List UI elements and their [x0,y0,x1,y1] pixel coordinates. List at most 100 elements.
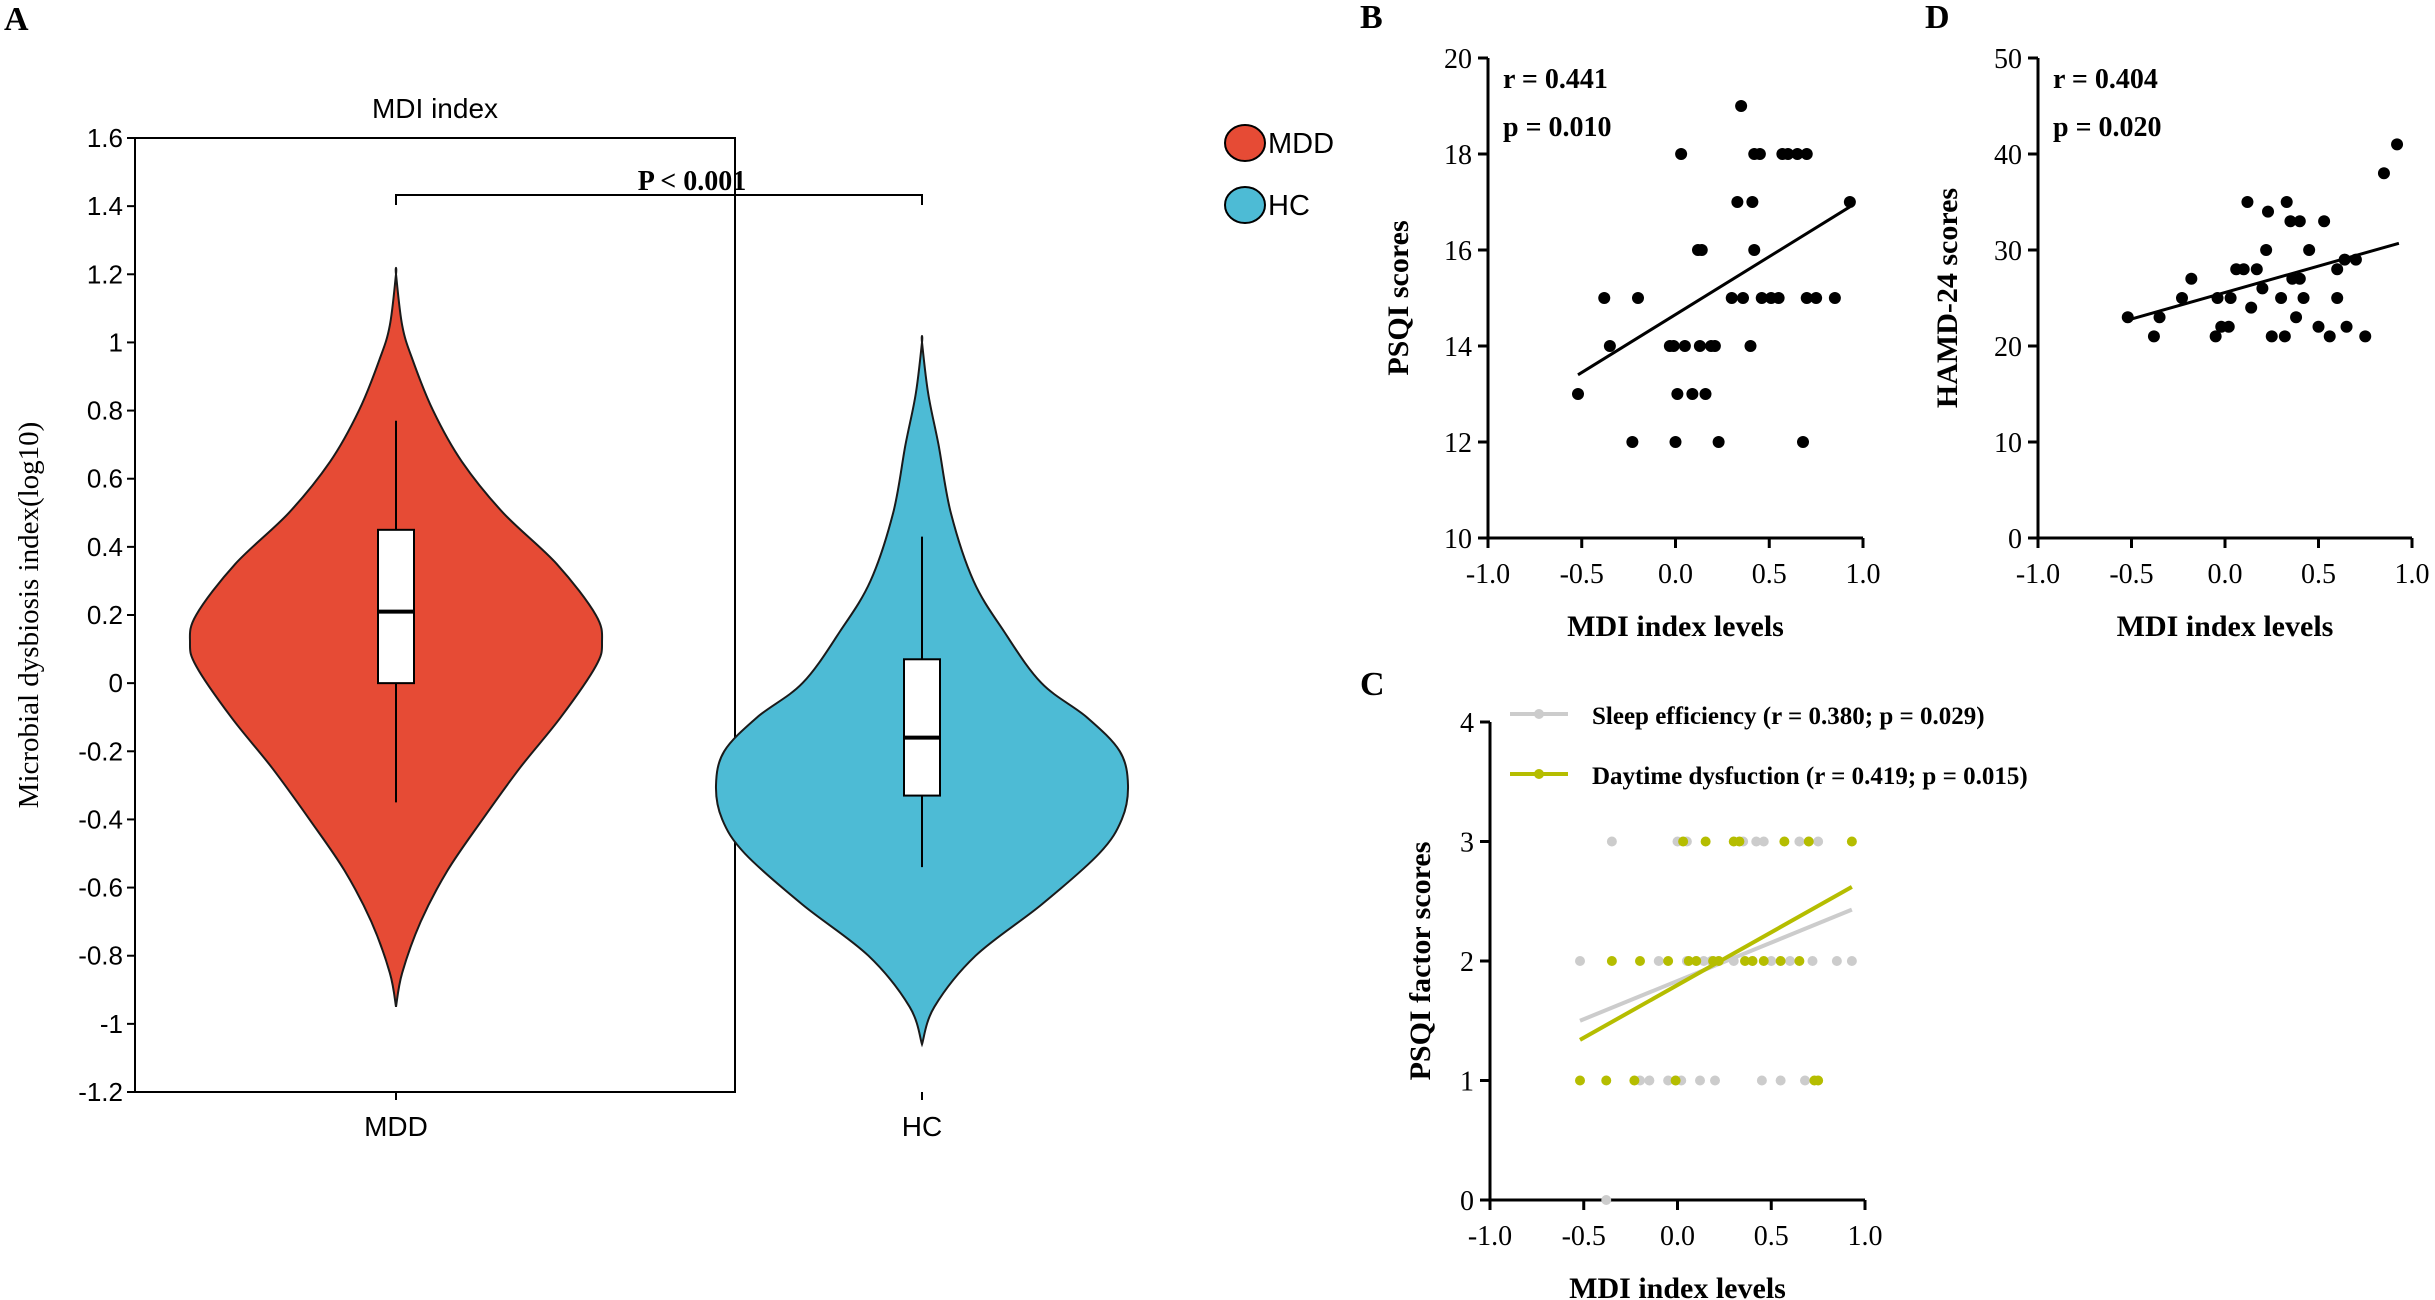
data-point [1669,436,1682,448]
data-point [2275,292,2288,304]
data-point [1755,292,1768,304]
y-axis-label: PSQI scores [1382,220,1415,375]
data-point-daytime-dysfunction [1846,836,1857,847]
data-point-daytime-dysfunction [1663,956,1674,966]
data-point [1731,196,1744,208]
y-axis-label: Microbial dysbiosis index(log10) [13,422,45,809]
data-point-daytime-dysfunction [1575,1075,1585,1086]
stats-annotation: r = 0.441 [1503,64,1608,95]
data-point-sleep-efficiency [1813,836,1824,847]
data-point-sleep-efficiency [1846,956,1857,966]
x-tick-label: 1.0 [1848,1221,1883,1252]
psqi-factor-scatter-panel: 0 1 2 3 4 -1.0 -0.5 0.0 0.5 1.0 MDI index levels PS… [1404,703,2028,1300]
data-point [1797,436,1809,448]
data-point [2303,244,2316,256]
panel-label-b: B [1360,0,1383,36]
y-tick-label: 0.8 [87,396,123,426]
data-point-daytime-dysfunction [1683,956,1694,966]
legend-label: Daytime dysfuction (r = 0.419; p = 0.015… [1592,763,2028,790]
x-tick-label: MDD [364,1111,428,1142]
data-point [1693,340,1706,352]
fit-line [2127,241,2400,322]
data-point [2153,311,2166,324]
data-point [2312,320,2325,333]
data-point [2121,311,2134,324]
data-point-daytime-dysfunction [1813,1075,1824,1086]
y-tick-label: 0.6 [87,464,123,494]
box-mdd [377,528,415,685]
legend-label: HC [1268,190,1310,222]
significance-label: P < 0.001 [638,166,747,197]
data-point [1753,148,1766,160]
panel-label-a: A [4,1,29,38]
data-point-daytime-dysfunction [1794,956,1805,966]
data-point [2331,292,2344,304]
y-tick-label: 2 [1460,947,1474,978]
fit-line-daytime-dysfunction [1579,885,1853,1042]
data-point [1746,196,1759,208]
data-point-sleep-efficiency [1663,1075,1674,1086]
x-tick-label: 0.0 [2208,559,2243,590]
data-point-daytime-dysfunction [1803,836,1814,847]
data-point-sleep-efficiency [1807,956,1818,966]
fit-line [1577,205,1851,377]
data-point [2290,311,2303,324]
y-tick-label: -0.4 [78,804,123,834]
data-point [1748,244,1761,256]
data-point [2175,292,2188,304]
data-point [1772,292,1785,304]
x-tick-label: 0.5 [1754,1221,1789,1252]
data-point [1603,340,1616,352]
data-point-sleep-efficiency [1794,836,1805,847]
data-point-daytime-dysfunction [1678,836,1689,847]
y-tick-label: 1.2 [87,259,123,289]
data-point [1800,148,1813,160]
data-point-sleep-efficiency [1766,956,1777,966]
y-tick-label: 1.4 [87,191,123,221]
data-point [2262,205,2275,218]
y-tick-label: 30 [1994,236,2022,267]
y-axis-label: HAMD-24 scores [1931,188,1964,408]
data-point-daytime-dysfunction [1629,1075,1640,1086]
data-point [1712,436,1725,448]
data-point [2278,330,2291,343]
y-tick-label: 40 [1994,140,2022,171]
data-point-daytime-dysfunction [1734,836,1745,847]
data-point-sleep-efficiency [1758,836,1769,847]
data-point [1695,244,1708,256]
legend-label: Sleep efficiency (r = 0.380; p = 0.029) [1592,703,1985,730]
data-point [2256,282,2269,295]
data-point [2293,272,2306,285]
y-tick-label: 0.4 [87,532,123,562]
data-point [2377,167,2390,180]
data-point-sleep-efficiency [1756,1075,1767,1086]
y-tick-label: 20 [1444,44,1472,75]
y-tick-label: -0.2 [78,736,123,766]
data-point [1725,292,1738,304]
data-point-daytime-dysfunction [1775,956,1786,966]
data-point [2222,320,2235,333]
data-point [2245,301,2258,314]
data-point [1828,292,1841,304]
data-point-daytime-dysfunction [1779,836,1790,847]
y-tick-label: 14 [1444,332,1472,363]
legend-label: MDD [1268,128,1334,160]
data-point [1744,340,1757,352]
significance-bracket [395,194,923,205]
x-tick-label: 1.0 [1846,559,1881,590]
data-point [2284,215,2297,228]
stats-annotation: r = 0.404 [2053,64,2158,95]
data-point [2260,244,2273,256]
x-tick-label: 0.0 [1658,559,1693,590]
data-point-daytime-dysfunction [1691,956,1702,966]
data-point [2323,330,2336,343]
y-tick-label: 18 [1444,140,1472,171]
data-point [1686,388,1699,400]
data-point [1791,148,1804,160]
data-point-sleep-efficiency [1606,836,1617,847]
y-tick-label: -1 [100,1009,123,1039]
legend-swatch-hc [1224,186,1266,224]
stats-annotation: p = 0.020 [2053,112,2162,143]
data-point [2331,263,2344,276]
y-tick-label: 1 [109,327,123,357]
